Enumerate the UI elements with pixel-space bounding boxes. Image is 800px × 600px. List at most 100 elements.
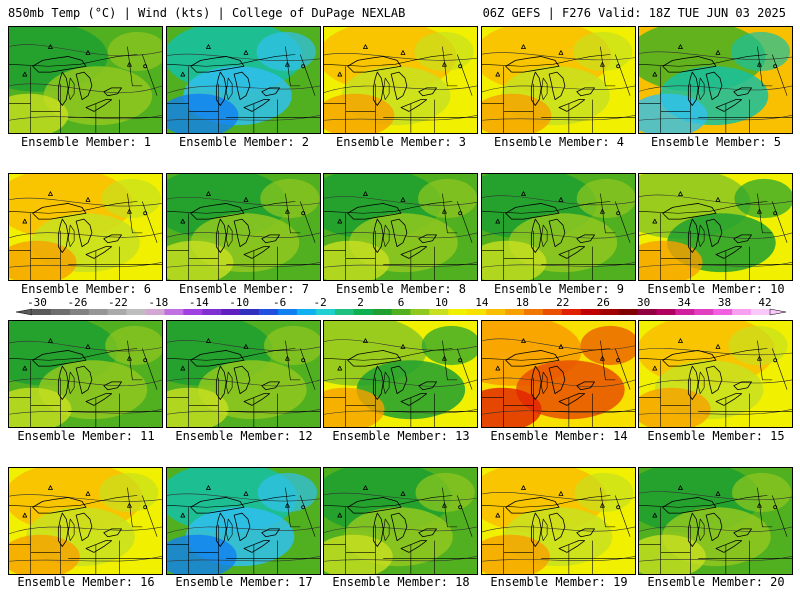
ensemble-map-panel xyxy=(8,26,163,134)
colorbar-tick-label: 22 xyxy=(556,296,569,309)
ensemble-member-label: Ensemble Member: 18 xyxy=(332,575,470,589)
colorbar-swatch xyxy=(296,309,317,315)
colorbar-swatch xyxy=(429,309,449,315)
ensemble-member-label: Ensemble Member: 20 xyxy=(647,575,785,589)
colorbar-swatch xyxy=(713,309,733,315)
ensemble-map-panel xyxy=(8,320,163,428)
ensemble-map-panel xyxy=(638,173,793,281)
ensemble-member-label: Ensemble Member: 17 xyxy=(175,575,313,589)
colorbar-min-arrow xyxy=(15,308,33,316)
ensemble-member-label: Ensemble Member: 11 xyxy=(17,429,155,443)
colorbar-tick-label: 14 xyxy=(475,296,489,309)
colorbar-swatch xyxy=(202,309,222,315)
colorbar-tick-label: 2 xyxy=(357,296,364,309)
ensemble-map-panel xyxy=(638,26,793,134)
colorbar-tick-label: -2 xyxy=(313,296,326,309)
colorbar-swatch xyxy=(486,309,506,315)
colorbar-tick-label: 38 xyxy=(718,296,731,309)
colorbar-swatch xyxy=(618,309,638,315)
colorbar-swatch xyxy=(334,309,354,315)
ensemble-map-panel xyxy=(166,320,321,428)
ensemble-member-label: Ensemble Member: 9 xyxy=(493,282,625,296)
ensemble-member-label: Ensemble Member: 13 xyxy=(332,429,470,443)
colorbar-swatch xyxy=(448,309,468,315)
colorbar-swatch xyxy=(637,309,657,315)
colorbar-swatch xyxy=(391,309,411,315)
ensemble-map-panel xyxy=(323,26,478,134)
ensemble-map-panel xyxy=(323,173,478,281)
colorbar-tick-label: 10 xyxy=(435,296,448,309)
colorbar-tick-label: 6 xyxy=(398,296,405,309)
colorbar-swatch xyxy=(278,309,298,315)
colorbar-tick-label: -18 xyxy=(148,296,168,309)
colorbar-swatch xyxy=(467,309,487,315)
ensemble-map-panel xyxy=(323,467,478,575)
ensemble-map-panel xyxy=(638,467,793,575)
colorbar-swatch xyxy=(50,309,71,315)
ensemble-map-panel xyxy=(8,173,163,281)
ensemble-map-panel xyxy=(166,467,321,575)
colorbar-swatch xyxy=(656,309,676,315)
ensemble-member-label: Ensemble Member: 2 xyxy=(178,135,310,149)
colorbar-swatch xyxy=(240,309,260,315)
colorbar-swatch xyxy=(183,309,203,315)
colorbar-swatch xyxy=(164,309,184,315)
ensemble-member-label: Ensemble Member: 5 xyxy=(650,135,782,149)
ensemble-member-label: Ensemble Member: 16 xyxy=(17,575,155,589)
colorbar-swatch xyxy=(315,309,336,315)
ensemble-map-panel xyxy=(166,173,321,281)
ensemble-member-label: Ensemble Member: 19 xyxy=(490,575,628,589)
colorbar-tick-label: 34 xyxy=(677,296,691,309)
ensemble-member-label: Ensemble Member: 12 xyxy=(175,429,313,443)
colorbar-swatch xyxy=(580,309,600,315)
ensemble-map-panel xyxy=(638,320,793,428)
colorbar-swatch xyxy=(732,309,752,315)
ensemble-map-panel xyxy=(8,467,163,575)
colorbar-tick-label: 42 xyxy=(758,296,771,309)
colorbar-swatch xyxy=(88,309,108,315)
colorbar-swatch xyxy=(675,309,695,315)
colorbar-tick-label: 18 xyxy=(516,296,529,309)
ensemble-member-label: Ensemble Member: 3 xyxy=(335,135,467,149)
ensemble-member-label: Ensemble Member: 8 xyxy=(335,282,467,296)
colorbar-tick-label: -10 xyxy=(229,296,249,309)
ensemble-map-panel xyxy=(481,173,636,281)
colorbar-swatch xyxy=(126,309,146,315)
ensemble-map-panel xyxy=(323,320,478,428)
ensemble-member-label: Ensemble Member: 4 xyxy=(493,135,625,149)
colorbar-swatch xyxy=(32,309,52,315)
colorbar-swatch xyxy=(353,309,373,315)
ensemble-member-label: Ensemble Member: 15 xyxy=(647,429,785,443)
header-valid-time: 06Z GEFS | F276 Valid: 18Z TUE JUN 03 20… xyxy=(482,6,786,20)
colorbar-swatch xyxy=(145,309,165,315)
ensemble-map-panel xyxy=(481,320,636,428)
colorbar-max-arrow xyxy=(769,308,787,316)
ensemble-member-label: Ensemble Member: 7 xyxy=(178,282,310,296)
ensemble-member-label: Ensemble Member: 10 xyxy=(647,282,785,296)
ensemble-member-label: Ensemble Member: 1 xyxy=(20,135,152,149)
colorbar-tick-label: -6 xyxy=(273,296,286,309)
colorbar-swatch xyxy=(524,309,544,315)
colorbar-swatch xyxy=(561,309,582,315)
ensemble-member-label: Ensemble Member: 6 xyxy=(20,282,152,296)
colorbar-tick-label: -14 xyxy=(189,296,209,309)
colorbar-swatch xyxy=(107,309,127,315)
ensemble-map-panel xyxy=(481,467,636,575)
colorbar-swatch xyxy=(221,309,241,315)
colorbar-tick-label: -26 xyxy=(68,296,88,309)
colorbar-swatch xyxy=(410,309,430,315)
colorbar-tick-label: -30 xyxy=(27,296,47,309)
colorbar-swatch xyxy=(259,309,279,315)
colorbar-swatch xyxy=(599,309,619,315)
colorbar-swatch xyxy=(505,309,525,315)
colorbar-tick-label: 30 xyxy=(637,296,650,309)
colorbar-swatch xyxy=(694,309,714,315)
colorbar-tick-label: 26 xyxy=(597,296,610,309)
ensemble-map-panel xyxy=(481,26,636,134)
temperature-colorbar: -30 -26 -22 -18 -14 -10 -6 -2 2 6 10 14 18 22 26 30 34 38… xyxy=(15,296,787,316)
colorbar-swatch xyxy=(542,309,563,315)
ensemble-map-panel xyxy=(166,26,321,134)
header-title: 850mb Temp (°C) | Wind (kts) | College o… xyxy=(8,6,406,20)
colorbar-swatch xyxy=(751,309,771,315)
colorbar-tick-label: -22 xyxy=(108,296,128,309)
